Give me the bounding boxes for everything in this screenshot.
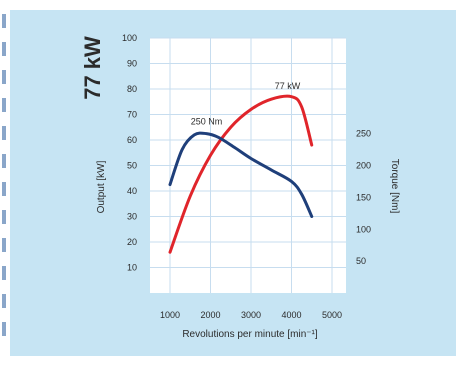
dash-marker <box>2 98 6 112</box>
y-right-tick-label: 100 <box>356 224 371 234</box>
left-dash-markers <box>2 14 6 336</box>
dash-marker <box>2 126 6 140</box>
dash-marker <box>2 294 6 308</box>
dash-marker <box>2 182 6 196</box>
annotations: 250 Nm 77 kW <box>191 81 301 127</box>
x-ticks: 1000 2000 3000 4000 5000 <box>160 310 342 320</box>
dash-marker <box>2 70 6 84</box>
y-left-tick-label: 40 <box>127 186 137 196</box>
torque-peak-label: 250 Nm <box>191 117 223 127</box>
y-left-tick-label: 70 <box>127 110 137 120</box>
y-left-tick-label: 30 <box>127 212 137 222</box>
dash-marker <box>2 322 6 336</box>
y-left-tick-label: 60 <box>127 135 137 145</box>
y-left-ticks: 10 20 30 40 50 60 70 80 90 100 <box>122 33 137 273</box>
series <box>168 94 314 254</box>
dash-marker <box>2 14 6 28</box>
y-left-tick-label: 100 <box>122 33 137 43</box>
y-left-tick-label: 10 <box>127 263 137 273</box>
dash-marker <box>2 42 6 56</box>
y-right-ticks: 50 100 150 200 250 <box>356 129 371 267</box>
x-tick-label: 3000 <box>241 310 261 320</box>
y-left-tick-label: 90 <box>127 59 137 69</box>
y-right-label: Torque [Nm] <box>389 159 400 214</box>
y-left-tick-label: 50 <box>127 161 137 171</box>
y-left-tick-label: 80 <box>127 84 137 94</box>
x-tick-label: 2000 <box>200 310 220 320</box>
x-tick-label: 1000 <box>160 310 180 320</box>
y-right-tick-label: 200 <box>356 161 371 171</box>
x-tick-label: 5000 <box>322 310 342 320</box>
y-right-tick-label: 150 <box>356 192 371 202</box>
y-right-tick-label: 250 <box>356 129 371 139</box>
torque-line <box>168 131 314 218</box>
y-left-label: Output [kW] <box>96 160 107 213</box>
dash-marker <box>2 238 6 252</box>
y-left-tick-label: 20 <box>127 237 137 247</box>
x-label: Revolutions per minute [min⁻¹] <box>182 329 318 340</box>
dash-marker <box>2 210 6 224</box>
dash-marker <box>2 266 6 280</box>
output-line <box>168 94 314 254</box>
dash-marker <box>2 154 6 168</box>
x-tick-label: 4000 <box>281 310 301 320</box>
y-right-tick-label: 50 <box>356 256 366 266</box>
badge: 77 kW <box>80 36 105 100</box>
output-peak-label: 77 kW <box>275 81 301 91</box>
grid <box>150 37 346 293</box>
